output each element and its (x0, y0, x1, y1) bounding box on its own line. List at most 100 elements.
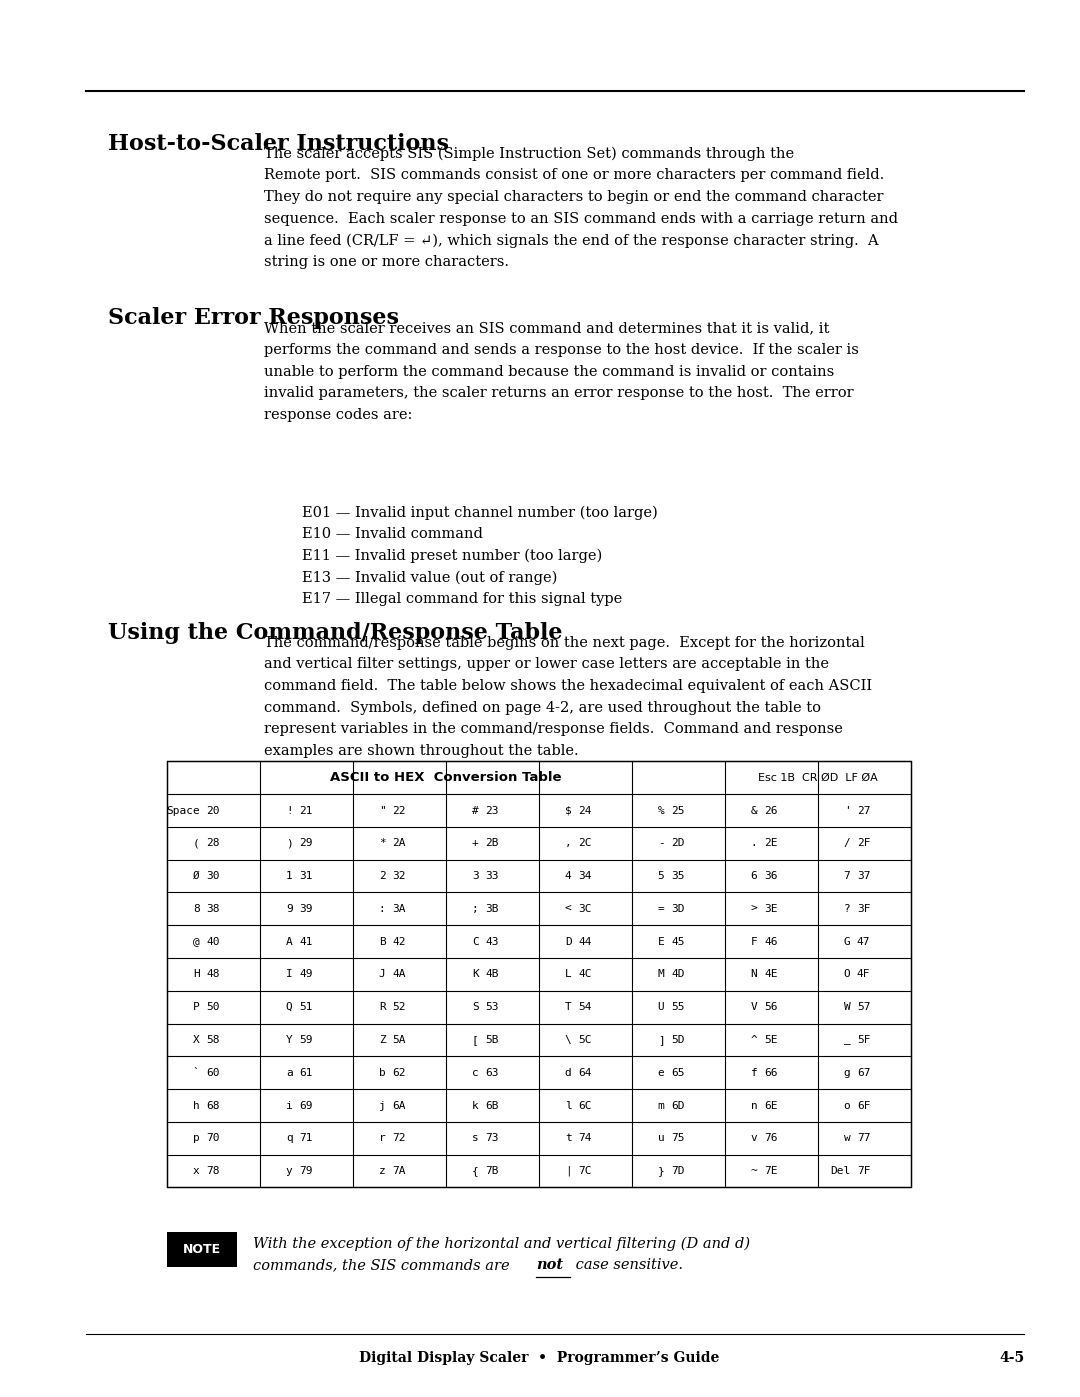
Text: 4F: 4F (856, 970, 870, 979)
Text: -: - (658, 838, 664, 848)
Text: *: * (379, 838, 386, 848)
Text: 63: 63 (485, 1067, 499, 1077)
Text: 2B: 2B (485, 838, 499, 848)
Text: 3D: 3D (671, 904, 685, 914)
Text: h: h (193, 1101, 200, 1111)
Text: case sensitive.: case sensitive. (571, 1257, 684, 1273)
Text: The scaler accepts SIS (Simple Instruction Set) commands through the: The scaler accepts SIS (Simple Instructi… (265, 147, 794, 161)
Text: x: x (193, 1166, 200, 1176)
Text: commands, the SIS commands are: commands, the SIS commands are (254, 1257, 514, 1273)
Text: Ø: Ø (193, 872, 200, 882)
Text: X: X (193, 1035, 200, 1045)
Text: ;: ; (472, 904, 478, 914)
Text: 26: 26 (764, 806, 778, 816)
Text: 36: 36 (764, 872, 778, 882)
Text: 3F: 3F (856, 904, 870, 914)
Text: 4: 4 (565, 872, 571, 882)
Text: 54: 54 (578, 1002, 592, 1013)
Text: 7E: 7E (764, 1166, 778, 1176)
Text: y: y (286, 1166, 293, 1176)
Text: 51: 51 (299, 1002, 312, 1013)
Text: &: & (751, 806, 757, 816)
Text: Del: Del (831, 1166, 850, 1176)
Text: 2A: 2A (392, 838, 406, 848)
Text: 53: 53 (485, 1002, 499, 1013)
Text: 78: 78 (206, 1166, 219, 1176)
Text: 25: 25 (671, 806, 685, 816)
Text: ]: ] (658, 1035, 664, 1045)
Text: v: v (751, 1133, 757, 1143)
Text: G: G (843, 936, 850, 947)
Text: represent variables in the command/response fields.  Command and response: represent variables in the command/respo… (265, 722, 843, 736)
Text: 65: 65 (671, 1067, 685, 1077)
Text: U: U (658, 1002, 664, 1013)
Text: 71: 71 (299, 1133, 312, 1143)
Text: 68: 68 (206, 1101, 219, 1111)
Text: 47: 47 (856, 936, 870, 947)
Text: 6B: 6B (485, 1101, 499, 1111)
Text: /: / (843, 838, 850, 848)
Text: P: P (193, 1002, 200, 1013)
Text: 4A: 4A (392, 970, 406, 979)
Text: 39: 39 (299, 904, 312, 914)
Text: ,: , (565, 838, 571, 848)
Text: 70: 70 (206, 1133, 219, 1143)
Text: (: ( (193, 838, 200, 848)
Text: <: < (565, 904, 571, 914)
Text: 5A: 5A (392, 1035, 406, 1045)
Text: 2D: 2D (671, 838, 685, 848)
Text: 37: 37 (856, 872, 870, 882)
Text: 7: 7 (843, 872, 850, 882)
Text: E10 — Invalid command: E10 — Invalid command (301, 527, 483, 542)
Text: q: q (286, 1133, 293, 1143)
Text: 4-5: 4-5 (999, 1351, 1024, 1365)
Text: 5C: 5C (578, 1035, 592, 1045)
Text: 55: 55 (671, 1002, 685, 1013)
Text: 42: 42 (392, 936, 406, 947)
Text: :: : (379, 904, 386, 914)
Text: I: I (286, 970, 293, 979)
Text: 6C: 6C (578, 1101, 592, 1111)
Text: R: R (379, 1002, 386, 1013)
Text: w: w (843, 1133, 850, 1143)
Text: 3: 3 (472, 872, 478, 882)
Text: 2F: 2F (856, 838, 870, 848)
Bar (167, 1232, 238, 1267)
Text: sequence.  Each scaler response to an SIS command ends with a carriage return an: sequence. Each scaler response to an SIS… (265, 211, 899, 226)
Text: 5F: 5F (856, 1035, 870, 1045)
Text: command field.  The table below shows the hexadecimal equivalent of each ASCII: command field. The table below shows the… (265, 679, 873, 693)
Text: NOTE: NOTE (183, 1243, 221, 1256)
Text: O: O (843, 970, 850, 979)
Text: 5: 5 (658, 872, 664, 882)
Text: a line feed (CR/LF = ↵), which signals the end of the response character string.: a line feed (CR/LF = ↵), which signals t… (265, 233, 879, 247)
Text: 52: 52 (392, 1002, 406, 1013)
Text: 5B: 5B (485, 1035, 499, 1045)
Text: J: J (379, 970, 386, 979)
Text: ^: ^ (751, 1035, 757, 1045)
Text: z: z (379, 1166, 386, 1176)
Text: Scaler Error Responses: Scaler Error Responses (108, 307, 399, 330)
Text: 23: 23 (485, 806, 499, 816)
Text: unable to perform the command because the command is invalid or contains: unable to perform the command because th… (265, 365, 835, 379)
Text: 7F: 7F (856, 1166, 870, 1176)
Text: t: t (565, 1133, 571, 1143)
Text: 3C: 3C (578, 904, 592, 914)
Text: r: r (379, 1133, 386, 1143)
Text: E13 — Invalid value (out of range): E13 — Invalid value (out of range) (301, 570, 557, 585)
Text: Digital Display Scaler  •  Programmer’s Guide: Digital Display Scaler • Programmer’s Gu… (359, 1351, 719, 1365)
Text: [: [ (472, 1035, 478, 1045)
Text: 1: 1 (286, 872, 293, 882)
Text: 75: 75 (671, 1133, 685, 1143)
Text: 33: 33 (485, 872, 499, 882)
Text: A: A (286, 936, 293, 947)
Text: $: $ (565, 806, 571, 816)
Text: 66: 66 (764, 1067, 778, 1077)
Text: +: + (472, 838, 478, 848)
Text: u: u (658, 1133, 664, 1143)
Text: ~: ~ (751, 1166, 757, 1176)
Text: 35: 35 (671, 872, 685, 882)
Text: ): ) (286, 838, 293, 848)
Text: string is one or more characters.: string is one or more characters. (265, 254, 509, 270)
Text: 49: 49 (299, 970, 312, 979)
Text: d: d (565, 1067, 571, 1077)
